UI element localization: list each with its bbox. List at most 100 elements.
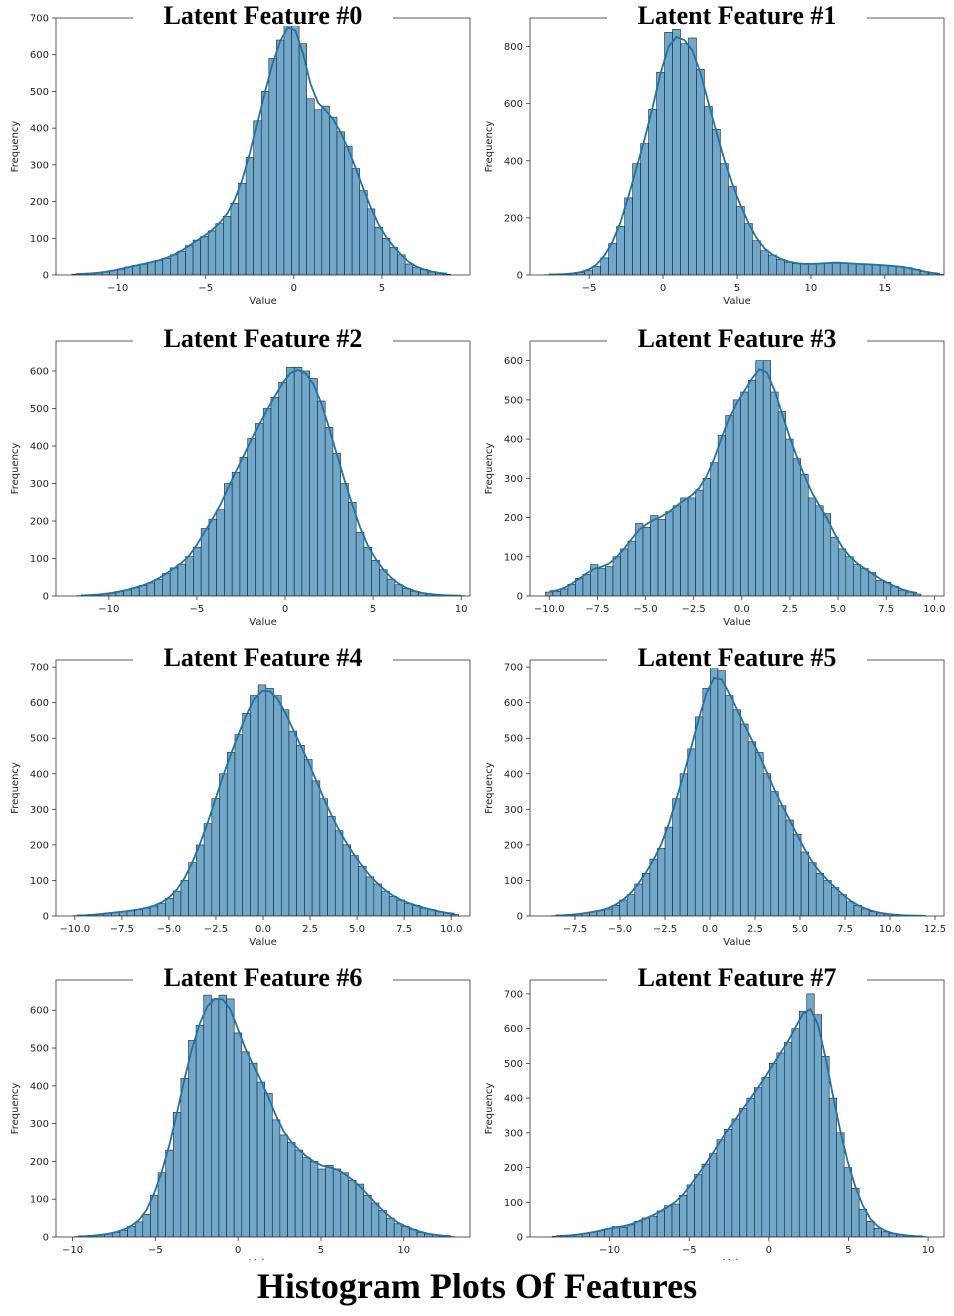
histogram-bar (154, 578, 163, 596)
x-tick-label: 10 (922, 1245, 935, 1256)
histogram-bar (736, 206, 745, 275)
histogram-bar (279, 1134, 288, 1237)
histogram-bar (664, 826, 673, 916)
histogram-bar (146, 582, 155, 596)
histogram-bar (634, 1221, 643, 1237)
x-tick-label: −2.5 (204, 924, 228, 935)
density-line (76, 689, 455, 916)
histogram-bar (226, 752, 236, 916)
histogram-bar (710, 666, 719, 916)
y-tick-label: 600 (30, 50, 49, 61)
y-tick-label: 200 (504, 213, 523, 224)
y-tick-label: 100 (504, 552, 523, 563)
histogram-bar (188, 862, 197, 916)
histogram-bar (687, 497, 696, 596)
histogram-bar (732, 399, 741, 596)
histogram-bar (366, 208, 376, 275)
y-tick-label: 100 (30, 554, 49, 565)
histogram-bar (255, 423, 264, 596)
x-tick-label: −7.5 (563, 924, 587, 935)
y-tick-label: 100 (30, 876, 49, 887)
histogram-bar (762, 773, 772, 916)
histogram-bar (162, 573, 171, 596)
histogram-bar (223, 215, 232, 275)
histogram-bar (262, 408, 272, 596)
histogram-bar (203, 823, 213, 916)
histogram-bar (389, 247, 398, 275)
histogram-bar (847, 263, 857, 275)
x-tick-label: 5.0 (349, 924, 365, 935)
histogram-bar (271, 1119, 281, 1237)
histogram-bar (648, 109, 657, 275)
histogram-bar (378, 1210, 387, 1237)
histogram-bar (592, 266, 601, 275)
histogram-bar (260, 91, 270, 275)
y-axis-label: Frequency (484, 121, 495, 173)
histogram-bar (642, 527, 651, 596)
histogram-bar (679, 773, 688, 916)
histogram-bar (219, 773, 228, 916)
histogram-bar (716, 1139, 725, 1237)
y-tick-label: 200 (30, 197, 49, 208)
histogram-panel-0: 0 100 200 300 400 500 600 700 −10 −5 0 5 Value Freque… (10, 0, 471, 307)
histogram-bar (800, 851, 809, 916)
histogram-bar (245, 157, 254, 275)
histogram-bar (807, 497, 817, 596)
histogram-bar (755, 360, 764, 596)
histogram-bar (754, 1087, 763, 1237)
histogram-bar (412, 267, 421, 275)
y-tick-label: 500 (504, 734, 523, 745)
y-axis-label: Frequency (10, 443, 21, 495)
histogram-bar (855, 263, 865, 275)
y-tick-label: 500 (504, 1059, 523, 1070)
histogram-bar (211, 798, 220, 916)
histogram-bar (704, 106, 713, 275)
histogram-bar (813, 1014, 823, 1237)
histogram-bar (268, 58, 277, 275)
y-tick-label: 800 (504, 42, 523, 53)
histogram-bar (769, 1063, 778, 1237)
x-tick-label: 0 (660, 283, 666, 294)
histogram-bar (381, 890, 390, 916)
histogram-bar (370, 1202, 380, 1237)
histogram-bar (808, 862, 817, 916)
histogram-bar (747, 741, 757, 916)
histogram-bar (177, 250, 186, 275)
histogram-bar (785, 819, 794, 916)
x-tick-label: −5 (682, 1245, 697, 1256)
histogram-bar (250, 695, 259, 916)
histogram-bar (321, 105, 330, 275)
panel-title: Latent Feature #0 (164, 1, 363, 30)
histogram-bar (831, 887, 840, 916)
panel-title-background (133, 323, 393, 349)
histogram-bar (871, 264, 881, 275)
y-tick-label: 600 (504, 99, 523, 110)
histogram-bar (350, 855, 359, 916)
x-tick-label: 12.5 (924, 924, 946, 935)
x-tick-label: 5 (318, 1245, 324, 1256)
histogram-bar (325, 1164, 334, 1237)
histogram-bar (879, 264, 889, 275)
x-axis-label: Value (249, 1258, 276, 1260)
x-axis-label: Value (723, 1258, 750, 1260)
y-tick-label: 300 (30, 479, 49, 490)
x-tick-label: −5 (190, 604, 205, 615)
histogram-bar (211, 998, 220, 1237)
histogram-bar (270, 396, 279, 596)
histogram-bar (218, 994, 227, 1237)
y-tick-label: 400 (30, 124, 49, 135)
histogram-bar (302, 1157, 311, 1237)
histogram-bar (142, 907, 151, 916)
y-tick-label: 600 (504, 356, 523, 367)
histogram-bar (641, 1217, 650, 1237)
histogram-bar (365, 876, 375, 916)
y-tick-label: 600 (30, 367, 49, 378)
density-line (555, 1007, 923, 1237)
histogram-bar (672, 505, 681, 596)
histogram-bar (839, 262, 849, 275)
histogram-bar (731, 1118, 740, 1237)
histogram-bar (664, 1205, 673, 1237)
y-tick-label: 700 (30, 663, 49, 674)
y-tick-label: 300 (30, 1119, 49, 1130)
